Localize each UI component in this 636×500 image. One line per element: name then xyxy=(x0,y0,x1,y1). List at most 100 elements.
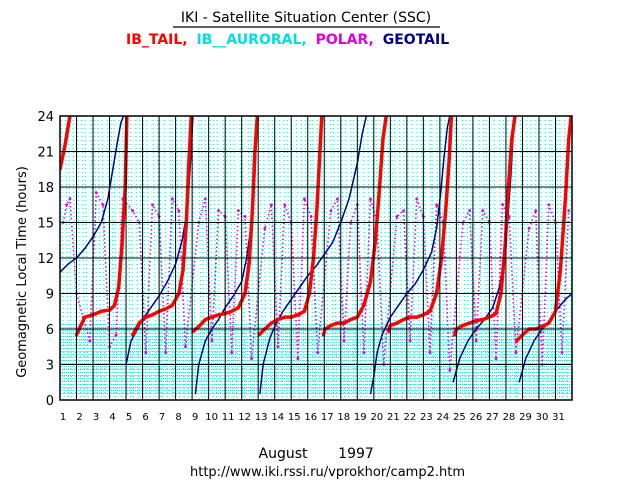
auroral-sweep xyxy=(506,116,512,400)
x-tick-label: 29 xyxy=(519,412,532,423)
ib-tail-point xyxy=(368,280,373,284)
auroral-sweep xyxy=(184,116,190,400)
auroral-sweep xyxy=(350,116,355,400)
x-tick-label: 30 xyxy=(536,412,549,423)
auroral-sweep xyxy=(225,116,230,400)
ib-tail-point xyxy=(317,161,321,165)
auroral-sweep xyxy=(340,116,346,400)
auroral-sweep xyxy=(290,116,295,400)
ib-tail-point xyxy=(296,313,300,317)
auroral-sweep xyxy=(391,116,396,400)
ib-tail-point xyxy=(247,262,251,266)
ib-tail-point xyxy=(144,315,148,319)
ib-tail-point xyxy=(203,317,207,322)
polar-point xyxy=(336,197,339,201)
ib-tail-point xyxy=(315,209,319,213)
polar-point xyxy=(514,351,518,355)
auroral-sweep xyxy=(440,116,445,400)
auroral-sweep xyxy=(379,116,384,400)
polar-point xyxy=(88,339,92,343)
ib-tail-point xyxy=(329,323,333,328)
auroral-sweep xyxy=(402,116,408,400)
auroral-sweep xyxy=(324,116,329,400)
auroral-sweep xyxy=(454,116,459,400)
polar-point xyxy=(474,339,478,343)
polar-point xyxy=(217,209,220,213)
x-tick-label: 6 xyxy=(142,412,148,423)
polar-point xyxy=(68,197,72,201)
ib-tail-trace xyxy=(60,116,72,170)
polar-point xyxy=(329,209,333,213)
auroral-sweep xyxy=(216,116,221,400)
auroral-sweep xyxy=(250,116,255,400)
auroral-sweep xyxy=(482,116,487,400)
polar-point xyxy=(547,203,551,207)
auroral-sweep xyxy=(259,116,264,400)
auroral-sweep xyxy=(371,116,376,400)
x-axis-year: 1997 xyxy=(338,446,374,462)
auroral-sweep xyxy=(472,116,477,400)
ib-tail-point xyxy=(563,197,567,201)
auroral-sweep xyxy=(90,116,95,400)
ib-tail-point xyxy=(302,309,307,313)
ib-tail-point xyxy=(99,309,103,313)
legend-ib-auroral: IB__AURORAL, xyxy=(197,32,307,48)
auroral-sweep xyxy=(436,116,441,400)
x-tick-label: 25 xyxy=(453,412,466,423)
axis-labels: Geomagnetic Local Time (hours) August 19… xyxy=(15,166,465,480)
auroral-sweep xyxy=(462,116,467,400)
auroral-sweep xyxy=(456,116,462,400)
ib-tail-point xyxy=(387,329,391,333)
ib-tail-point xyxy=(187,161,191,165)
auroral-sweep xyxy=(333,116,338,400)
auroral-sweep xyxy=(416,116,421,400)
ib-tail-point xyxy=(230,309,234,313)
polar-point xyxy=(534,209,538,213)
polar-point xyxy=(236,209,240,213)
ib-tail-point xyxy=(197,325,201,329)
auroral-sweep xyxy=(254,116,259,400)
y-tick-label: 15 xyxy=(37,217,54,232)
ib-tail-point xyxy=(540,325,544,329)
ib-tail-point xyxy=(408,315,412,319)
ib-tail-point xyxy=(401,317,406,322)
ib-tail-point xyxy=(415,315,419,319)
auroral-sweep xyxy=(329,116,335,400)
auroral-sweep xyxy=(429,116,434,400)
polar-point xyxy=(362,351,366,355)
ib-tail-point xyxy=(447,161,451,165)
ib-tail-trace xyxy=(74,116,129,336)
auroral-sweep xyxy=(93,116,99,400)
chart-title: IKI - Satellite Situation Center (SSC) xyxy=(181,10,431,26)
ib-tail-point xyxy=(342,321,346,325)
polar-point xyxy=(203,197,207,201)
ib-tail-point xyxy=(373,238,378,242)
auroral-sweep xyxy=(406,116,411,400)
ib-tail-point xyxy=(362,303,366,307)
ib-tail-point xyxy=(558,268,563,272)
auroral-sweep xyxy=(411,116,416,400)
y-tick-label: 0 xyxy=(46,394,54,409)
legend-ib-tail: IB_TAIL, xyxy=(126,32,188,48)
x-tick-label: 22 xyxy=(403,412,416,423)
auroral-sweep xyxy=(60,116,65,400)
auroral-sweep xyxy=(152,116,157,400)
x-tick-label: 17 xyxy=(321,412,334,423)
auroral-sweep xyxy=(300,116,305,400)
polar-point xyxy=(303,197,306,201)
polar-point xyxy=(342,339,346,343)
ib-tail-point xyxy=(428,309,432,313)
polar-point xyxy=(184,345,187,349)
auroral-sweep xyxy=(514,116,519,400)
plot-frame xyxy=(59,115,573,401)
chart-header: IKI - Satellite Situation Center (SSC) I… xyxy=(126,10,449,48)
x-tick-label: 1 xyxy=(60,412,66,423)
polar-point xyxy=(415,197,419,201)
ib-tail-point xyxy=(468,321,472,325)
auroral-sweep xyxy=(316,116,321,400)
y-tick-label: 6 xyxy=(46,323,54,338)
y-tick-label: 3 xyxy=(46,359,54,374)
polar-point xyxy=(170,197,174,201)
polar-point xyxy=(131,209,135,213)
polar-point xyxy=(296,357,300,360)
